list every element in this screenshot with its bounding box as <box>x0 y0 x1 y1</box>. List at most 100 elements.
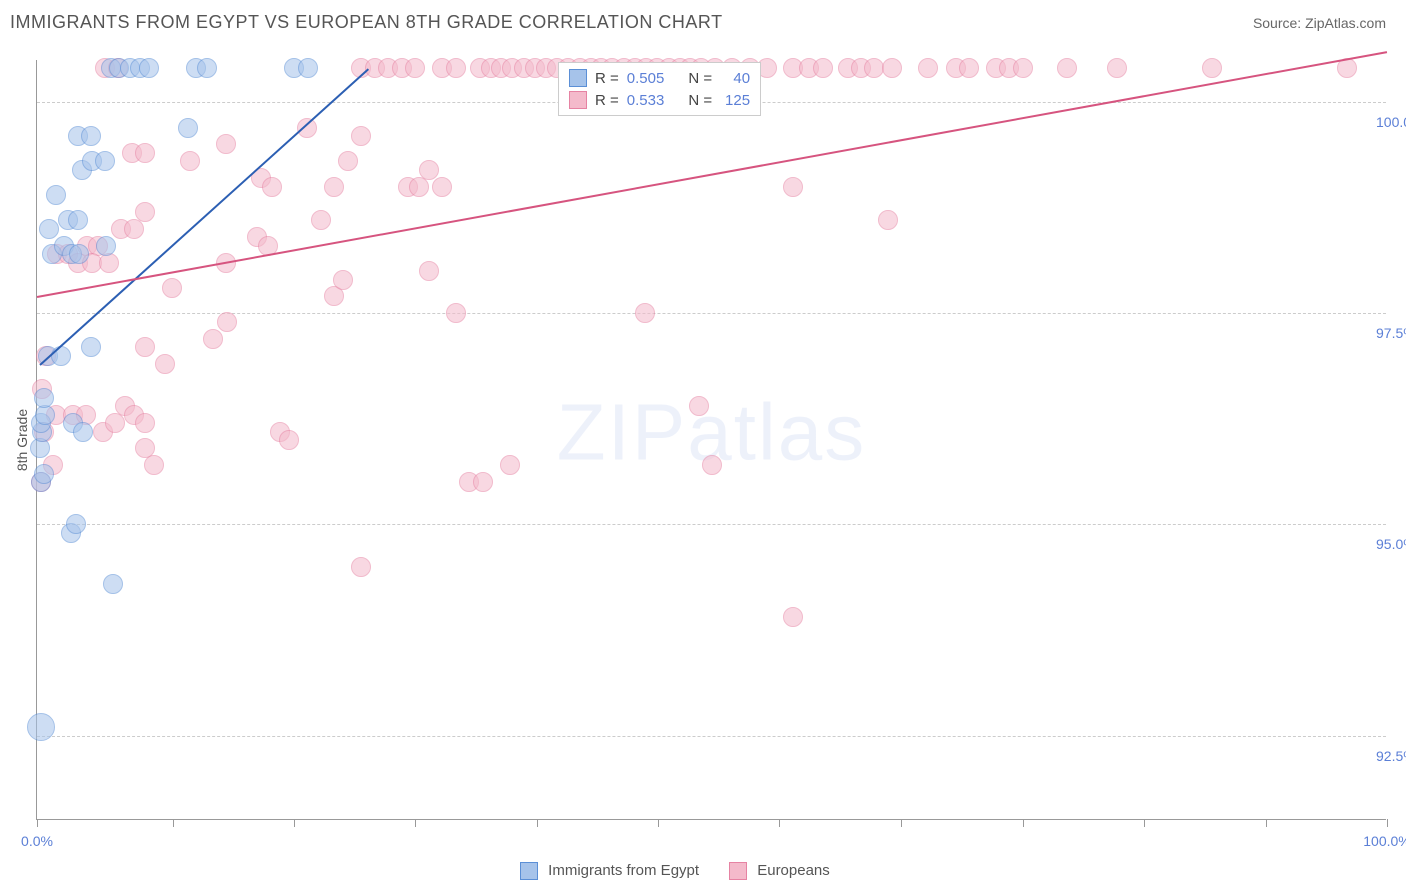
data-point <box>500 455 520 475</box>
data-point <box>180 151 200 171</box>
data-point <box>1057 58 1077 78</box>
xtick <box>1266 819 1267 827</box>
chart-header: IMMIGRANTS FROM EGYPT VS EUROPEAN 8TH GR… <box>0 0 1406 41</box>
data-point <box>351 126 371 146</box>
n-prefix: N = <box>688 92 712 109</box>
xtick <box>37 819 38 827</box>
xtick <box>779 819 780 827</box>
xtick <box>1144 819 1145 827</box>
data-point <box>99 253 119 273</box>
data-point <box>878 210 898 230</box>
data-point <box>96 236 116 256</box>
legend-item-egypt: Immigrants from Egypt <box>520 862 699 880</box>
data-point <box>34 464 54 484</box>
data-point <box>103 574 123 594</box>
data-point <box>217 312 237 332</box>
ytick-label: 100.0% <box>1376 114 1406 130</box>
data-point <box>635 303 655 323</box>
series-legend: Immigrants from Egypt Europeans <box>520 862 830 880</box>
data-point <box>813 58 833 78</box>
ytick-label: 95.0% <box>1376 536 1406 552</box>
xtick-label: 100.0% <box>1363 833 1406 849</box>
xtick <box>1387 819 1388 827</box>
chart-title: IMMIGRANTS FROM EGYPT VS EUROPEAN 8TH GR… <box>10 12 723 33</box>
data-point <box>689 396 709 416</box>
data-point <box>73 422 93 442</box>
data-point <box>135 143 155 163</box>
ytick-label: 92.5% <box>1376 748 1406 764</box>
ytick-label: 97.5% <box>1376 325 1406 341</box>
gridline <box>37 736 1386 737</box>
watermark-zip: ZIP <box>557 387 687 476</box>
data-point <box>432 177 452 197</box>
data-point <box>216 134 236 154</box>
data-point <box>34 388 54 408</box>
plot-wrapper: ZIPatlas 92.5%95.0%97.5%100.0%0.0%100.0% <box>36 60 1386 820</box>
legend-row-eur: R = 0.533 N = 125 <box>569 89 750 111</box>
data-point <box>446 303 466 323</box>
data-point <box>351 557 371 577</box>
xtick <box>415 819 416 827</box>
data-point <box>69 244 89 264</box>
data-point <box>324 177 344 197</box>
correlation-legend: R = 0.505 N = 40 R = 0.533 N = 125 <box>558 62 761 116</box>
r-prefix: R = <box>595 70 619 87</box>
legend-label-egypt: Immigrants from Egypt <box>548 862 699 879</box>
source-label: Source: ZipAtlas.com <box>1253 15 1386 31</box>
data-point <box>144 455 164 475</box>
data-point <box>333 270 353 290</box>
plot-area: ZIPatlas 92.5%95.0%97.5%100.0%0.0%100.0% <box>36 60 1386 820</box>
data-point <box>27 713 55 741</box>
data-point <box>178 118 198 138</box>
data-point <box>1013 58 1033 78</box>
data-point <box>473 472 493 492</box>
gridline <box>37 313 1386 314</box>
r-value-egypt: 0.505 <box>627 70 665 87</box>
n-value-eur: 125 <box>720 92 750 109</box>
xtick <box>1023 819 1024 827</box>
data-point <box>197 58 217 78</box>
data-point <box>139 58 159 78</box>
data-point <box>51 346 71 366</box>
data-point <box>918 58 938 78</box>
data-point <box>959 58 979 78</box>
data-point <box>311 210 331 230</box>
legend-swatch-egypt-icon <box>520 862 538 880</box>
data-point <box>1107 58 1127 78</box>
data-point <box>783 607 803 627</box>
data-point <box>81 126 101 146</box>
xtick-label: 0.0% <box>21 833 53 849</box>
gridline <box>37 524 1386 525</box>
r-value-eur: 0.533 <box>627 92 665 109</box>
data-point <box>419 261 439 281</box>
data-point <box>95 151 115 171</box>
data-point <box>30 438 50 458</box>
xtick <box>901 819 902 827</box>
data-point <box>81 337 101 357</box>
data-point <box>279 430 299 450</box>
r-prefix: R = <box>595 92 619 109</box>
legend-swatch-egypt <box>569 69 587 87</box>
legend-swatch-eur <box>569 91 587 109</box>
data-point <box>135 413 155 433</box>
data-point <box>262 177 282 197</box>
legend-item-eur: Europeans <box>729 862 830 880</box>
data-point <box>298 58 318 78</box>
n-prefix: N = <box>688 70 712 87</box>
data-point <box>66 514 86 534</box>
data-point <box>135 202 155 222</box>
data-point <box>419 160 439 180</box>
legend-label-eur: Europeans <box>757 862 830 879</box>
data-point <box>46 185 66 205</box>
data-point <box>702 455 722 475</box>
data-point <box>1202 58 1222 78</box>
xtick <box>173 819 174 827</box>
data-point <box>39 219 59 239</box>
data-point <box>203 329 223 349</box>
data-point <box>162 278 182 298</box>
legend-row-egypt: R = 0.505 N = 40 <box>569 67 750 89</box>
data-point <box>882 58 902 78</box>
data-point <box>405 58 425 78</box>
xtick <box>294 819 295 827</box>
n-value-egypt: 40 <box>720 70 750 87</box>
